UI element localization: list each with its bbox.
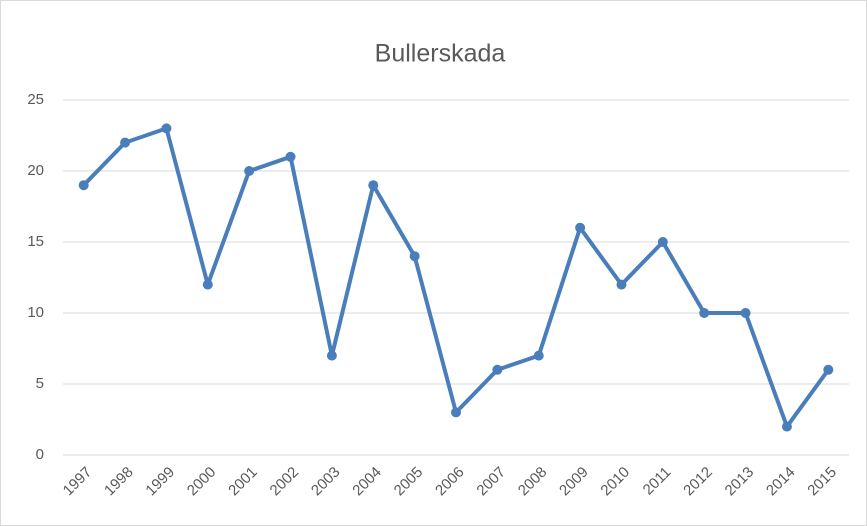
marker bbox=[451, 407, 461, 418]
marker bbox=[492, 364, 503, 375]
y-tick-label: 25 bbox=[27, 91, 44, 108]
marker bbox=[120, 137, 131, 148]
marker bbox=[368, 180, 379, 191]
marker bbox=[699, 308, 710, 318]
marker bbox=[202, 279, 213, 290]
marker bbox=[533, 350, 544, 361]
y-tick-label: 0 bbox=[36, 446, 44, 463]
y-tick-label: 10 bbox=[27, 304, 44, 321]
y-tick-label: 5 bbox=[36, 375, 44, 392]
marker bbox=[657, 237, 668, 247]
y-tick-label: 15 bbox=[27, 233, 44, 250]
chart-title: Bullerskada bbox=[375, 40, 506, 68]
marker bbox=[409, 251, 420, 262]
marker bbox=[326, 350, 337, 361]
marker bbox=[616, 279, 627, 290]
marker bbox=[244, 166, 255, 176]
marker bbox=[781, 421, 792, 432]
marker bbox=[161, 123, 172, 134]
marker bbox=[78, 180, 89, 191]
y-tick-label: 20 bbox=[27, 162, 44, 179]
marker bbox=[285, 151, 296, 162]
marker bbox=[823, 364, 834, 375]
marker bbox=[575, 222, 586, 233]
marker bbox=[740, 308, 751, 318]
